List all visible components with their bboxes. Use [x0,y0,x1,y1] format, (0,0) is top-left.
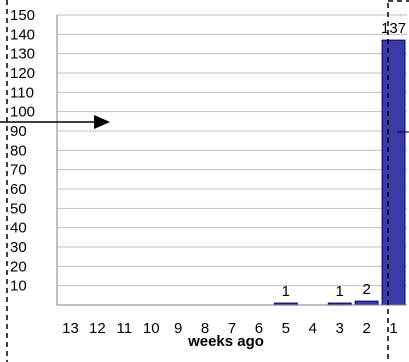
x-tick-labels: 13 12 11 10 9 8 7 6 5 4 3 2 1 [62,320,398,337]
x-axis-label: weeks ago [187,333,264,350]
x-tick-label: 12 [89,320,106,337]
y-tick-label: 10 [10,278,27,295]
grid-lines [57,14,407,287]
x-tick-label: 6 [255,320,263,337]
y-tick-label: 150 [10,7,35,24]
y-tick-label: 60 [10,181,27,198]
right-dashed-frame [387,0,409,362]
bar-data-label: 1 [336,283,344,300]
bar-data-label: 1 [282,283,290,300]
y-tick-label: 110 [10,84,34,101]
bar-week-1 [381,39,406,306]
x-tick-label: 5 [282,320,290,337]
bar-data-label: 2 [362,281,370,298]
y-tick-label: 130 [10,46,35,63]
x-tick-label: 3 [336,320,344,337]
y-tick-label: 40 [10,220,27,237]
x-tick-label: 2 [362,320,370,337]
y-tick-label: 140 [10,26,35,43]
bars [273,39,406,306]
y-tick-label: 80 [10,142,27,159]
x-tick-label: 7 [228,320,236,337]
x-tick-label: 10 [143,320,160,337]
bar-data-label: 137 [381,20,406,37]
x-tick-label: 1 [389,320,397,337]
y-tick-label: 50 [10,200,27,217]
y-tick-label: 30 [10,239,27,256]
bar-week-2 [354,300,379,306]
x-tick-label: 11 [117,320,133,337]
y-tick-labels: 10 20 30 40 50 60 70 80 90 100 110 120 130 140 150 [10,7,35,295]
y-tick-label: 20 [10,258,27,275]
y-tick-label: 70 [10,162,27,179]
x-tick-label: 9 [174,320,182,337]
y-tick-label: 90 [10,123,27,140]
y-tick-label: 120 [10,65,35,82]
y-tick-label: 100 [10,104,35,121]
x-tick-label: 8 [201,320,209,337]
annotation-arrow-head [94,115,110,129]
x-tick-label: 13 [62,320,79,337]
x-tick-label: 4 [309,320,317,337]
